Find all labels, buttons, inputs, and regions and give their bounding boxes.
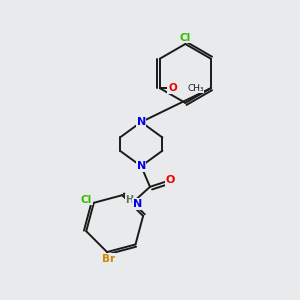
- Text: Cl: Cl: [180, 32, 191, 43]
- Text: Br: Br: [102, 254, 115, 263]
- Text: O: O: [168, 83, 177, 93]
- Text: Cl: Cl: [81, 195, 92, 205]
- Text: O: O: [165, 175, 175, 185]
- Text: N: N: [136, 161, 146, 171]
- Text: N: N: [133, 199, 142, 209]
- Text: CH₃: CH₃: [187, 84, 204, 93]
- Text: N: N: [136, 117, 146, 127]
- Text: H: H: [125, 195, 134, 205]
